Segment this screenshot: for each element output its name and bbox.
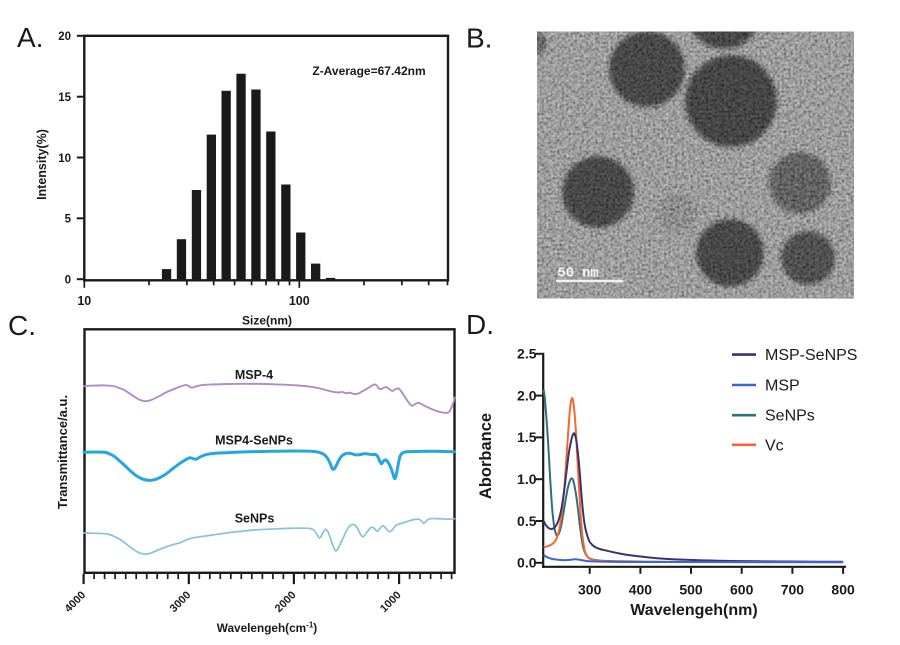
svg-text:10: 10 [77, 294, 91, 308]
svg-text:Wavelengeh(nm): Wavelengeh(nm) [630, 602, 757, 619]
svg-text:800: 800 [831, 582, 855, 598]
svg-text:MSP: MSP [765, 378, 800, 395]
svg-text:700: 700 [781, 582, 805, 598]
svg-text:50 nm: 50 nm [558, 267, 599, 282]
svg-text:2.5: 2.5 [517, 346, 537, 362]
svg-text:0: 0 [65, 275, 71, 287]
svg-text:D.: D. [466, 309, 494, 340]
svg-text:Intensity(%): Intensity(%) [35, 129, 49, 200]
svg-text:Size(nm): Size(nm) [242, 314, 292, 328]
svg-text:MSP-SeNPS: MSP-SeNPS [765, 347, 857, 364]
svg-text:SeNPs: SeNPs [235, 512, 275, 526]
svg-text:C.: C. [8, 310, 36, 341]
svg-text:A.: A. [17, 22, 43, 53]
svg-text:Wavelengeh(cm-1): Wavelengeh(cm-1) [217, 621, 318, 636]
svg-text:Vc: Vc [765, 437, 784, 454]
svg-text:5: 5 [65, 214, 72, 226]
svg-text:20: 20 [58, 31, 71, 43]
svg-text:500: 500 [679, 582, 703, 598]
svg-text:400: 400 [629, 582, 653, 598]
svg-text:15: 15 [58, 92, 71, 104]
svg-text:MSP4-SeNPs: MSP4-SeNPs [215, 434, 293, 448]
svg-text:0.0: 0.0 [517, 555, 537, 571]
svg-text:Transmittance/a.u.: Transmittance/a.u. [55, 395, 70, 509]
svg-text:100: 100 [289, 294, 310, 308]
svg-text:SeNPs: SeNPs [765, 408, 815, 425]
svg-text:Aborbance: Aborbance [477, 413, 495, 499]
svg-text:Z-Average=67.42nm: Z-Average=67.42nm [312, 64, 425, 78]
svg-text:10: 10 [58, 153, 71, 165]
svg-text:MSP-4: MSP-4 [235, 368, 273, 382]
svg-text:300: 300 [578, 582, 602, 598]
svg-text:2.0: 2.0 [517, 387, 537, 403]
svg-text:1.0: 1.0 [517, 471, 537, 487]
svg-text:600: 600 [730, 582, 754, 598]
svg-text:B.: B. [466, 23, 492, 54]
svg-text:0.5: 0.5 [517, 513, 537, 529]
svg-text:1.5: 1.5 [517, 429, 537, 445]
